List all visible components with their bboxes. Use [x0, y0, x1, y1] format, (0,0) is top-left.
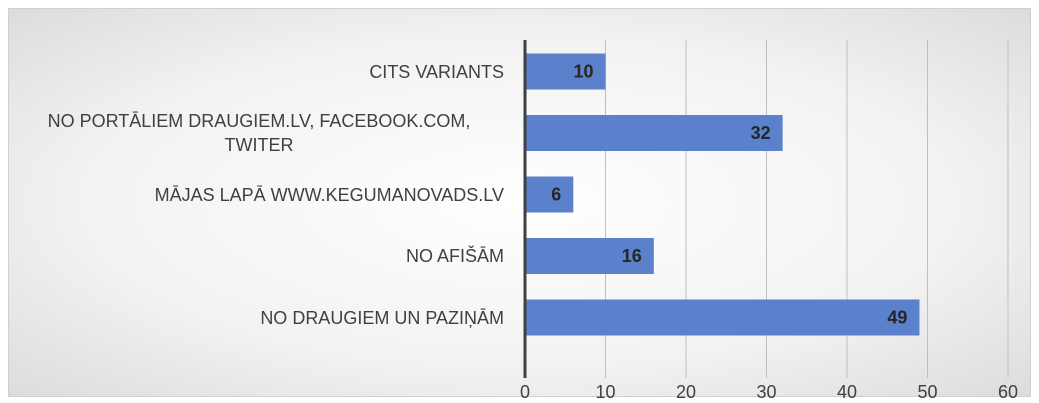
category-text: NO PORTĀLIEM DRAUGIEM.LV, FACEBOOK.COM, … [47, 111, 471, 155]
x-tick-label: 0 [520, 382, 530, 402]
data-label: 16 [622, 246, 642, 266]
x-tick-label: 60 [998, 382, 1018, 402]
x-tick-label: 50 [917, 382, 937, 402]
x-tick-label: 40 [837, 382, 857, 402]
bar [525, 299, 920, 336]
data-label: 10 [573, 61, 593, 81]
bar [525, 115, 783, 151]
y-tick-label: NO AFIŠĀM [406, 244, 504, 268]
y-tick-label: MĀJAS LAPĀ WWW.KEGUMANOVADS.LV [155, 183, 504, 207]
category-text: CITS VARIANTS [369, 61, 504, 82]
category-text: NO DRAUGIEM UN PAZIŅĀM [260, 307, 504, 328]
x-tick-label: 10 [595, 382, 615, 402]
data-label: 49 [887, 307, 907, 327]
x-tick-label: 20 [676, 382, 696, 402]
bar [525, 176, 574, 213]
category-text: MĀJAS LAPĀ WWW.KEGUMANOVADS.LV [154, 184, 504, 205]
y-tick-label: NO PORTĀLIEM DRAUGIEM.LV, FACEBOOK.COM, … [14, 109, 504, 157]
bar [525, 53, 606, 90]
data-label: 32 [751, 123, 771, 143]
y-tick-label: CITS VARIANTS [369, 60, 504, 84]
data-label: 6 [551, 184, 561, 204]
y-tick-label: NO DRAUGIEM UN PAZIŅĀM [260, 306, 504, 330]
x-tick-label: 30 [756, 382, 776, 402]
bar [525, 238, 654, 274]
category-text: NO AFIŠĀM [405, 246, 504, 266]
